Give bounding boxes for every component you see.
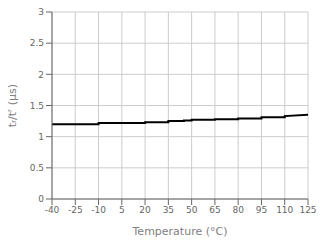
svg-text:0: 0 (38, 194, 44, 204)
svg-text:tᵣ/tᶠ (μs): tᵣ/tᶠ (μs) (8, 84, 19, 127)
svg-text:2.5: 2.5 (30, 38, 44, 48)
svg-text:125: 125 (299, 205, 314, 215)
svg-text:-40: -40 (45, 205, 60, 215)
svg-text:1.5: 1.5 (30, 101, 44, 111)
svg-text:80: 80 (232, 205, 244, 215)
svg-text:2: 2 (38, 70, 44, 80)
svg-text:20: 20 (139, 205, 151, 215)
svg-text:110: 110 (276, 205, 293, 215)
svg-text:-25: -25 (68, 205, 83, 215)
svg-text:3: 3 (38, 7, 44, 17)
svg-text:95: 95 (256, 205, 267, 215)
svg-text:50: 50 (186, 205, 198, 215)
svg-text:Temperature (°C): Temperature (°C) (132, 225, 228, 238)
svg-text:1: 1 (38, 132, 44, 142)
svg-text:35: 35 (163, 205, 174, 215)
svg-text:5: 5 (119, 205, 125, 215)
svg-text:65: 65 (209, 205, 220, 215)
svg-text:0.5: 0.5 (30, 163, 44, 173)
svg-text:-10: -10 (91, 205, 106, 215)
